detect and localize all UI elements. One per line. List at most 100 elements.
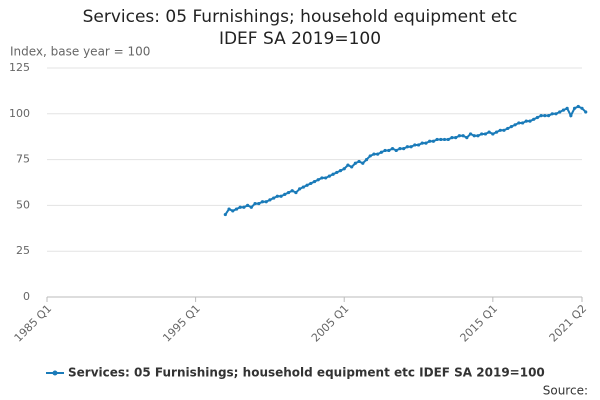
- point: [405, 145, 409, 149]
- point: [327, 174, 331, 178]
- point: [286, 190, 291, 195]
- point: [350, 165, 354, 169]
- point: [528, 119, 532, 123]
- point: [491, 132, 495, 136]
- point: [561, 108, 566, 112]
- point: [558, 110, 562, 114]
- y-tick-label: 75: [16, 153, 30, 166]
- point: [272, 196, 276, 200]
- point: [550, 112, 554, 116]
- point: [376, 152, 380, 156]
- point: [353, 161, 357, 165]
- point: [409, 145, 413, 149]
- point: [342, 167, 346, 171]
- point: [398, 147, 402, 151]
- point: [532, 117, 536, 121]
- point: [279, 194, 283, 198]
- point: [260, 200, 265, 204]
- point: [253, 201, 257, 206]
- point: [357, 159, 361, 164]
- point: [264, 200, 268, 204]
- legend-marker: [52, 370, 58, 376]
- point: [390, 147, 395, 151]
- point: [305, 183, 309, 187]
- point: [372, 152, 376, 156]
- point: [480, 132, 484, 136]
- point: [569, 114, 573, 118]
- point: [346, 163, 350, 167]
- point: [298, 187, 302, 191]
- point: [320, 176, 324, 180]
- point: [428, 139, 432, 143]
- point: [446, 137, 450, 142]
- point: [435, 137, 439, 142]
- point: [338, 168, 343, 173]
- point: [368, 154, 372, 158]
- point: [520, 121, 525, 125]
- point: [231, 209, 235, 213]
- point: [324, 176, 328, 180]
- point: [454, 136, 458, 140]
- point: [335, 170, 339, 175]
- point: [294, 190, 298, 195]
- point: [580, 106, 584, 110]
- point: [238, 205, 242, 209]
- point: [316, 178, 320, 182]
- y-tick-label: 0: [23, 290, 30, 303]
- point: [517, 121, 521, 125]
- point: [576, 104, 580, 109]
- x-tick-label: 2021 Q2: [547, 302, 590, 345]
- y-tick-label: 25: [16, 244, 30, 257]
- point: [483, 132, 488, 136]
- point: [394, 148, 398, 153]
- source: Source:: [543, 384, 588, 398]
- point: [290, 189, 294, 193]
- point: [246, 203, 250, 207]
- point: [223, 212, 227, 217]
- point: [565, 106, 569, 110]
- point: [361, 161, 365, 165]
- point: [364, 158, 369, 162]
- point: [461, 134, 465, 138]
- point: [554, 112, 558, 116]
- point: [420, 141, 424, 145]
- point: [312, 179, 317, 184]
- point: [301, 185, 305, 189]
- y-tick-label: 50: [16, 198, 30, 211]
- y-axis-label: Index, base year = 100: [10, 45, 150, 59]
- point: [502, 128, 506, 132]
- x-tick-label: 1985 Q1: [12, 302, 55, 345]
- point: [413, 143, 417, 147]
- point: [457, 134, 461, 138]
- point: [439, 137, 443, 142]
- point: [524, 119, 528, 123]
- point: [379, 150, 383, 154]
- point: [331, 172, 335, 176]
- point: [234, 207, 239, 211]
- point: [476, 134, 480, 138]
- point: [227, 207, 231, 211]
- point: [472, 134, 476, 138]
- point: [539, 114, 543, 118]
- point: [535, 115, 540, 120]
- point: [584, 110, 588, 114]
- point: [257, 201, 261, 206]
- legend-label: Services: 05 Furnishings; household equi…: [68, 366, 545, 380]
- point: [487, 130, 491, 134]
- point: [387, 148, 391, 153]
- point: [442, 137, 447, 142]
- point: [506, 126, 510, 131]
- point: [424, 141, 428, 145]
- point: [509, 125, 514, 129]
- point: [416, 143, 421, 147]
- point: [431, 139, 435, 143]
- x-tick-label: 1995 Q1: [160, 302, 203, 345]
- point: [309, 181, 313, 186]
- point: [402, 147, 406, 151]
- series-line: [224, 105, 587, 216]
- point: [268, 198, 272, 202]
- point: [468, 132, 473, 136]
- x-tick-label: 2015 Q1: [458, 302, 501, 345]
